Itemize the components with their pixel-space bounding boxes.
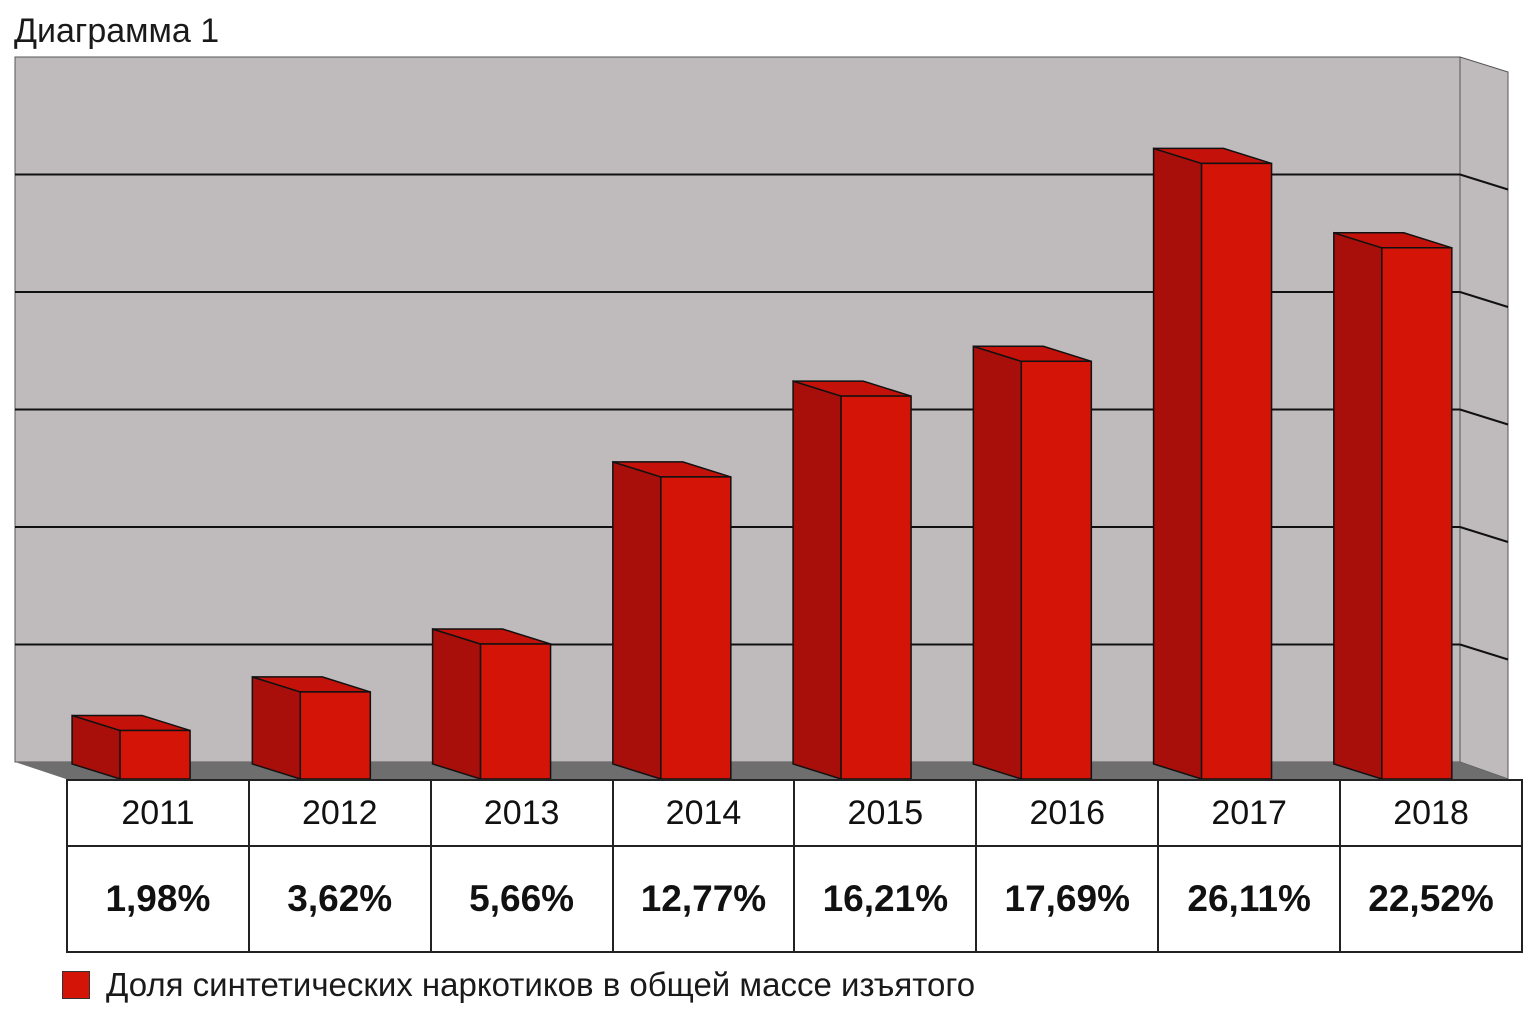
bar	[1333, 231, 1453, 781]
legend-swatch	[62, 971, 90, 999]
bar	[71, 714, 191, 781]
year-label: 2014	[611, 779, 796, 847]
value-label: 1,98%	[66, 845, 250, 953]
value-label: 5,66%	[429, 845, 614, 953]
bar-front	[1200, 162, 1273, 780]
bar	[612, 460, 732, 781]
data-table: 2011 2012 2013 2014 2015 2016 2017 2018 1,98% 3,…	[66, 779, 1523, 953]
legend-label: Доля синтетических наркотиков в общей ма…	[106, 966, 976, 1003]
bar-side	[251, 675, 302, 781]
bar-group	[71, 147, 1453, 781]
year-label: 2018	[1339, 779, 1523, 847]
value-label: 12,77%	[611, 845, 796, 953]
year-row: 2011 2012 2013 2014 2015 2016 2017 2018	[66, 779, 1523, 847]
chart-title: Диаграмма 1	[14, 12, 220, 50]
bar	[972, 345, 1093, 781]
bar	[1152, 147, 1273, 781]
bar-front	[840, 395, 912, 780]
bar-front	[299, 691, 372, 780]
bar	[792, 380, 912, 781]
chart-floor	[15, 762, 1508, 779]
year-label: 2017	[1157, 779, 1342, 847]
year-label: 2015	[793, 779, 978, 847]
value-label: 26,11%	[1157, 845, 1342, 953]
bar	[431, 627, 552, 781]
gridline-side	[1459, 173, 1509, 191]
year-label: 2013	[429, 779, 614, 847]
chart-wall	[14, 56, 1509, 780]
value-label: 16,21%	[793, 845, 978, 953]
bar	[251, 675, 372, 781]
gridline-side	[1459, 291, 1509, 308]
bar-front	[1020, 360, 1093, 780]
bar-side	[972, 345, 1023, 781]
bar-side	[612, 460, 662, 781]
legend: Доля синтетических наркотиков в общей ма…	[62, 966, 975, 1004]
gridline-side	[1459, 643, 1509, 661]
gridline-side	[1459, 408, 1509, 426]
value-label: 17,69%	[975, 845, 1160, 953]
bar-front	[119, 729, 191, 780]
bar-front	[479, 643, 552, 780]
bar-front	[1381, 247, 1453, 780]
year-label: 2012	[247, 779, 432, 847]
bar-side	[1152, 147, 1203, 781]
gridline-side	[1459, 526, 1509, 543]
year-label: 2011	[66, 779, 250, 847]
value-label: 3,62%	[247, 845, 432, 953]
value-row: 1,98% 3,62% 5,66% 12,77% 16,21% 17,69% 26,11% 2…	[66, 845, 1523, 953]
year-label: 2016	[975, 779, 1160, 847]
bar-side	[792, 380, 842, 781]
bar-front	[660, 476, 732, 780]
bar-side	[431, 627, 482, 781]
value-label: 22,52%	[1339, 845, 1523, 953]
bar-side	[1333, 231, 1383, 781]
